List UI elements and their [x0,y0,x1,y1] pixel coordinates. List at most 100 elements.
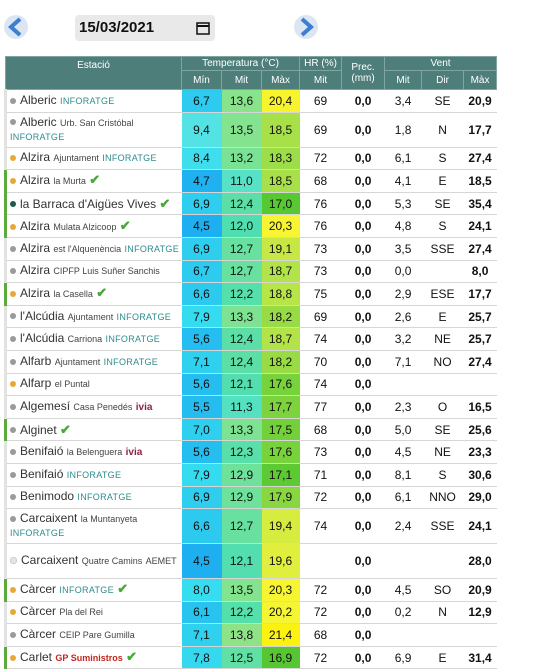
calendar-icon[interactable] [196,21,210,35]
value-cell: 9,4 [181,112,222,148]
value-cell: 4,8 [384,214,422,238]
station-place: Carcaixent [21,553,79,568]
prev-day[interactable] [4,15,28,39]
station-place: Alberic [20,92,57,107]
table-row: Benifaió la Belenguera ivia 5,6 12,3 17,6 73… [4,440,497,464]
table-row: Alberic Urb. San Cristóbal INFORATGE 9,4 1… [4,112,497,148]
station-source: ivia [135,401,153,413]
station-cell: l'Alcúdia Ajuntament INFORATGE [4,305,182,329]
station-cell: Alzira est l'Alquenència INFORATGE [4,237,182,261]
station-place: Algemesí [20,398,71,413]
nav-icons [4,15,318,39]
station-place: Benifaió [20,444,64,459]
value-cell [463,623,497,647]
value-cell: 5,6 [181,440,222,464]
station-cell: Alzira CIPFP Luis Suñer Sanchis [4,260,182,284]
value-cell: 1,8 [384,112,422,148]
status-dot [10,97,16,104]
value-cell: 0,0 [341,508,385,545]
table-row: Alberic INFORATGE 6,7 13,6 20,4 69 0,0 3,4 SE 20… [4,89,497,113]
station-detail: est l'Alquenència [53,243,122,254]
value-cell: 0,0 [341,543,385,580]
station-cell: Càrcer Pla del Rei [4,601,182,625]
value-cell: E [421,646,464,669]
value-cell: 0,0 [341,305,385,329]
value-cell: 0,0 [341,463,385,487]
value-cell: 73 [299,440,342,464]
status-dot [10,471,16,478]
table-row: Alzira la Casella ✔ 6,6 12,2 18,8 75 0,0 2,9 ES… [4,282,497,306]
status-dot [10,335,16,342]
value-cell: 68 [299,169,342,193]
station-cell: Alzira Ajuntament INFORATGE [4,147,182,171]
value-cell: 0,0 [341,350,385,374]
value-cell: 0,0 [341,237,385,261]
station-cell: Alberic INFORATGE [4,89,182,113]
value-cell: SSE [421,237,464,261]
station-cell: Benimodo INFORATGE [4,486,182,510]
value-cell: 16,5 [463,395,497,419]
value-cell: 69 [299,89,342,113]
station-cell: Alfarb Ajuntament INFORATGE [4,350,182,374]
station-cell: Alberic Urb. San Cristóbal INFORATGE [4,112,182,148]
station-source: GP Suministros [55,653,123,664]
value-cell: 5,6 [181,327,222,351]
value-cell: E [421,169,464,193]
value-cell: S [421,147,464,171]
value-cell: 4,5 [181,543,222,580]
header-cell: Mit [221,70,262,90]
value-cell: S [421,214,464,238]
station-detail: Ajuntament [54,356,101,367]
value-cell [421,543,464,580]
value-cell: 6,9 [181,237,222,261]
value-cell: 72 [299,578,342,602]
station-cell: la Barraca d'Aigües Vives ✔ [4,192,182,216]
station-place: Carlet [20,650,53,665]
value-cell: 0,0 [341,395,385,419]
table-row: Alginet ✔ 7,0 13,3 17,5 68 0,0 5,0 SE 25,6 [4,418,497,442]
station-cell: Carlet GP Suministros ✔ [4,646,182,669]
value-cell: 72 [299,486,342,510]
value-cell: 0,0 [341,578,385,602]
value-cell: 12,4 [221,327,262,351]
value-cell: 73 [299,237,342,261]
value-cell: 0,0 [341,192,385,216]
value-cell: NE [421,327,464,351]
value-cell: 0,0 [341,112,385,148]
header-cell: Màx [260,70,301,90]
value-cell: 11,0 [221,169,262,193]
value-cell: 5,3 [384,192,422,216]
value-cell: 20,4 [261,89,300,113]
station-place: Càrcer [20,582,57,597]
value-cell: 25,7 [463,305,497,329]
status-dot [10,313,16,320]
status-dot [10,631,16,638]
date-input[interactable]: 15/03/2021 [75,15,215,41]
value-cell [299,543,342,580]
next-day[interactable] [294,15,318,39]
value-cell: 7,9 [181,463,222,487]
station-place: Alfarb [20,353,52,368]
table-row: Alzira la Murta ✔ 4,7 11,0 18,5 68 0,0 4,1 E 18,… [4,169,497,193]
table-row: Algemesí Casa Penedés ivia 5,5 11,3 17,7 77 0… [4,395,497,419]
value-cell: 18,5 [261,112,300,148]
value-cell: 17,6 [261,440,300,464]
value-cell: 6,9 [384,646,422,669]
value-cell: 35,4 [463,192,497,216]
value-cell: 12,4 [221,350,262,374]
value-cell: 0,0 [341,89,385,113]
value-cell: NE [421,440,464,464]
value-cell: SO [421,578,464,602]
station-source: INFORATGE [77,492,132,503]
status-dot [10,403,16,410]
status-dot [10,427,16,434]
value-cell: N [421,601,464,625]
station-place: Alzira [20,173,51,188]
station-cell: Algemesí Casa Penedés ivia [4,395,182,419]
value-cell: 6,6 [181,508,222,545]
station-place: Alzira [20,240,51,255]
value-cell: 0,0 [341,486,385,510]
value-cell: 19,4 [261,508,300,545]
value-cell: SE [421,418,464,442]
